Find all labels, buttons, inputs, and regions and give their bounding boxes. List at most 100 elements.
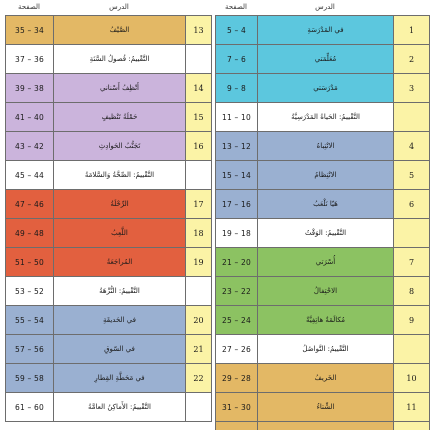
left-lesson-row[interactable]: 53 – 52 التَّقْييمُ: النُّزْهَةُ — [5, 276, 212, 306]
lesson-title-cell[interactable]: حَمْلَةُ تَنْظيفٍ — [53, 102, 186, 132]
left-lesson-row[interactable]: 55 – 54 في الحَديقَةِ 20 — [5, 305, 212, 335]
lesson-number-cell: 1 — [393, 15, 430, 45]
right-lesson-row[interactable]: 33 – 32الرَّبيعُ12 — [215, 421, 430, 430]
lesson-title-cell[interactable]: في الحَديقَةِ — [53, 305, 186, 335]
page-range-cell: 37 – 36 — [5, 44, 54, 74]
right-lesson-row[interactable]: 19 – 18 التَّقْييمُ: الوَقْتُ — [215, 218, 430, 248]
lesson-number-cell: 11 — [393, 392, 430, 422]
lesson-number-cell: 3 — [393, 73, 430, 103]
lesson-title-cell[interactable]: مُعَلِّمَتي — [257, 44, 394, 74]
lesson-number-cell: 16 — [185, 131, 212, 161]
lesson-title-cell[interactable]: التَّقْييمُ: فُصولُ السَّنَةِ — [53, 44, 186, 74]
page-range-cell: 35 – 34 — [5, 15, 54, 45]
right-lesson-row[interactable]: 15 – 14 الانْتِظامُ 5 — [215, 160, 430, 190]
page-range-cell: 47 – 46 — [5, 189, 54, 219]
left-lesson-row[interactable]: 39 – 38 أَنْظِفُ أَسْناني 14 — [5, 73, 212, 103]
lesson-title-cell[interactable]: في مَحَطَّةِ القِطارِ — [53, 363, 186, 393]
page-range-cell: 7 – 6 — [215, 44, 258, 74]
lesson-title-cell[interactable]: هَيّا نَلْعَبُ — [257, 189, 394, 219]
lesson-title-cell[interactable]: التَّقْييمُ: الوَقْتُ — [257, 218, 394, 248]
left-lesson-row[interactable]: 59 – 58 في مَحَطَّةِ القِطارِ 22 — [5, 363, 212, 393]
page-range-cell: 15 – 14 — [215, 160, 258, 190]
right-lesson-row[interactable]: 27 – 26 التَّقْييمُ: التَّواصُلُ — [215, 334, 430, 364]
right-lesson-row[interactable]: 23 – 22 الاحْتِفالُ 8 — [215, 276, 430, 306]
lesson-title-cell[interactable]: مُكالَمَةٌ هاتِفِيَّةٌ — [257, 305, 394, 335]
lesson-number-cell: 18 — [185, 218, 212, 248]
lesson-title-cell[interactable]: التَّقْييمُ: النُّزْهَةُ — [53, 276, 186, 306]
lesson-title-cell[interactable]: الانْتِباهُ — [257, 131, 394, 161]
right-lesson-row[interactable]: 17 – 16 هَيّا نَلْعَبُ 6 — [215, 189, 430, 219]
lesson-title-cell[interactable]: مَدْرَسَتي — [257, 73, 394, 103]
lesson-number-cell: 14 — [185, 73, 212, 103]
left-page-header: الصفحة — [18, 3, 40, 11]
lesson-number-cell: 5 — [393, 160, 430, 190]
right-contents-table: 5 – 4 في المَدْرَسَةِ 1 7 – 6 مُعَلِّمَتي 2 9 … — [215, 15, 430, 430]
page-range-cell: 11 – 10 — [215, 102, 258, 132]
page-range-cell: 43 – 42 — [5, 131, 54, 161]
right-lesson-row[interactable]: 13 – 12 الانْتِباهُ 4 — [215, 131, 430, 161]
lesson-title-cell[interactable]: التَّقْييمُ: الصِّحَّةُ وَالسَّلامَةُ — [53, 160, 186, 190]
page-range-cell: 39 – 38 — [5, 73, 54, 103]
left-lesson-row[interactable]: 35 – 34 الصَّيْفُ 13 — [5, 15, 212, 45]
lesson-title-cell[interactable]: الشِّتاءُ — [257, 392, 394, 422]
page-range-cell: 31 – 30 — [215, 392, 258, 422]
lesson-number-cell: 10 — [393, 363, 430, 393]
lesson-title-cell[interactable]: اللَّعِبُ — [53, 218, 186, 248]
lesson-number-cell: 4 — [393, 131, 430, 161]
lesson-number-cell — [393, 334, 430, 364]
left-lesson-row[interactable]: 49 – 48 اللَّعِبُ 18 — [5, 218, 212, 248]
right-lesson-row[interactable]: 25 – 24 مُكالَمَةٌ هاتِفِيَّةٌ 9 — [215, 305, 430, 335]
page-range-cell: 25 – 24 — [215, 305, 258, 335]
lesson-title-cell[interactable]: الانْتِظامُ — [257, 160, 394, 190]
lesson-title-cell[interactable]: التَّقْييمُ: التَّواصُلُ — [257, 334, 394, 364]
lesson-title-cell[interactable]: تَجَنُّبُ الحَوادِثِ — [53, 131, 186, 161]
right-lesson-row[interactable]: 11 – 10 التَّقْييمُ: الحَياةُ المَدْرَسِي… — [215, 102, 430, 132]
lesson-title-cell[interactable]: أُسْرَتي — [257, 247, 394, 277]
left-lesson-row[interactable]: 57 – 56 في السّوقِ 21 — [5, 334, 212, 364]
left-lesson-row[interactable]: 41 – 40 حَمْلَةُ تَنْظيفٍ 15 — [5, 102, 212, 132]
left-lesson-row[interactable]: 47 – 46 الرِّحْلَةُ 17 — [5, 189, 212, 219]
left-lesson-header: الدرس — [109, 3, 129, 11]
lesson-number-cell: 6 — [393, 189, 430, 219]
page-range-cell: 33 – 32 — [215, 421, 258, 430]
lesson-title-cell[interactable]: التَّقْييمُ: الأَماكِنُ العامَّةُ — [53, 392, 186, 422]
lesson-title-cell[interactable]: الرَّبيعُ — [257, 421, 394, 430]
left-lesson-row[interactable]: 43 – 42 تَجَنُّبُ الحَوادِثِ 16 — [5, 131, 212, 161]
page-range-cell: 19 – 18 — [215, 218, 258, 248]
page-range-cell: 23 – 22 — [215, 276, 258, 306]
page-range-cell: 61 – 60 — [5, 392, 54, 422]
lesson-number-cell: 15 — [185, 102, 212, 132]
page-range-cell: 27 – 26 — [215, 334, 258, 364]
lesson-title-cell[interactable]: في المَدْرَسَةِ — [257, 15, 394, 45]
lesson-title-cell[interactable]: الصَّيْفُ — [53, 15, 186, 45]
right-lesson-row[interactable]: 31 – 30 الشِّتاءُ 11 — [215, 392, 430, 422]
lesson-number-cell: 8 — [393, 276, 430, 306]
lesson-number-cell — [393, 218, 430, 248]
lesson-number-cell — [185, 276, 212, 306]
left-lesson-row[interactable]: 61 – 60 التَّقْييمُ: الأَماكِنُ العامَّةُ — [5, 392, 212, 422]
lesson-title-cell[interactable]: في السّوقِ — [53, 334, 186, 364]
lesson-number-cell: 13 — [185, 15, 212, 45]
left-lesson-row[interactable]: 51 – 50 المُراجَعَةُ 19 — [5, 247, 212, 277]
left-lesson-row[interactable]: 45 – 44 التَّقْييمُ: الصِّحَّةُ وَالسَّلا… — [5, 160, 212, 190]
lesson-title-cell[interactable]: المُراجَعَةُ — [53, 247, 186, 277]
right-lesson-row[interactable]: 9 – 8 مَدْرَسَتي 3 — [215, 73, 430, 103]
left-contents-table: 35 – 34 الصَّيْفُ 13 37 – 36 التَّقْييمُ: فُ… — [5, 15, 212, 422]
page-range-cell: 13 – 12 — [215, 131, 258, 161]
lesson-title-cell[interactable]: التَّقْييمُ: الحَياةُ المَدْرَسِيَّةُ — [257, 102, 394, 132]
lesson-number-cell: 20 — [185, 305, 212, 335]
right-lesson-row[interactable]: 5 – 4 في المَدْرَسَةِ 1 — [215, 15, 430, 45]
lesson-title-cell[interactable]: الاحْتِفالُ — [257, 276, 394, 306]
left-lesson-row[interactable]: 37 – 36 التَّقْييمُ: فُصولُ السَّنَةِ — [5, 44, 212, 74]
lesson-title-cell[interactable]: الخَريفُ — [257, 363, 394, 393]
right-lesson-row[interactable]: 29 – 28 الخَريفُ 10 — [215, 363, 430, 393]
right-page-header: الصفحة — [225, 3, 247, 11]
page-range-cell: 55 – 54 — [5, 305, 54, 335]
lesson-title-cell[interactable]: أَنْظِفُ أَسْناني — [53, 73, 186, 103]
right-lesson-row[interactable]: 21 – 20 أُسْرَتي 7 — [215, 247, 430, 277]
page-range-cell: 21 – 20 — [215, 247, 258, 277]
lesson-number-cell: 19 — [185, 247, 212, 277]
right-lesson-row[interactable]: 7 – 6 مُعَلِّمَتي 2 — [215, 44, 430, 74]
right-lesson-header: الدرس — [315, 3, 335, 11]
lesson-title-cell[interactable]: الرِّحْلَةُ — [53, 189, 186, 219]
